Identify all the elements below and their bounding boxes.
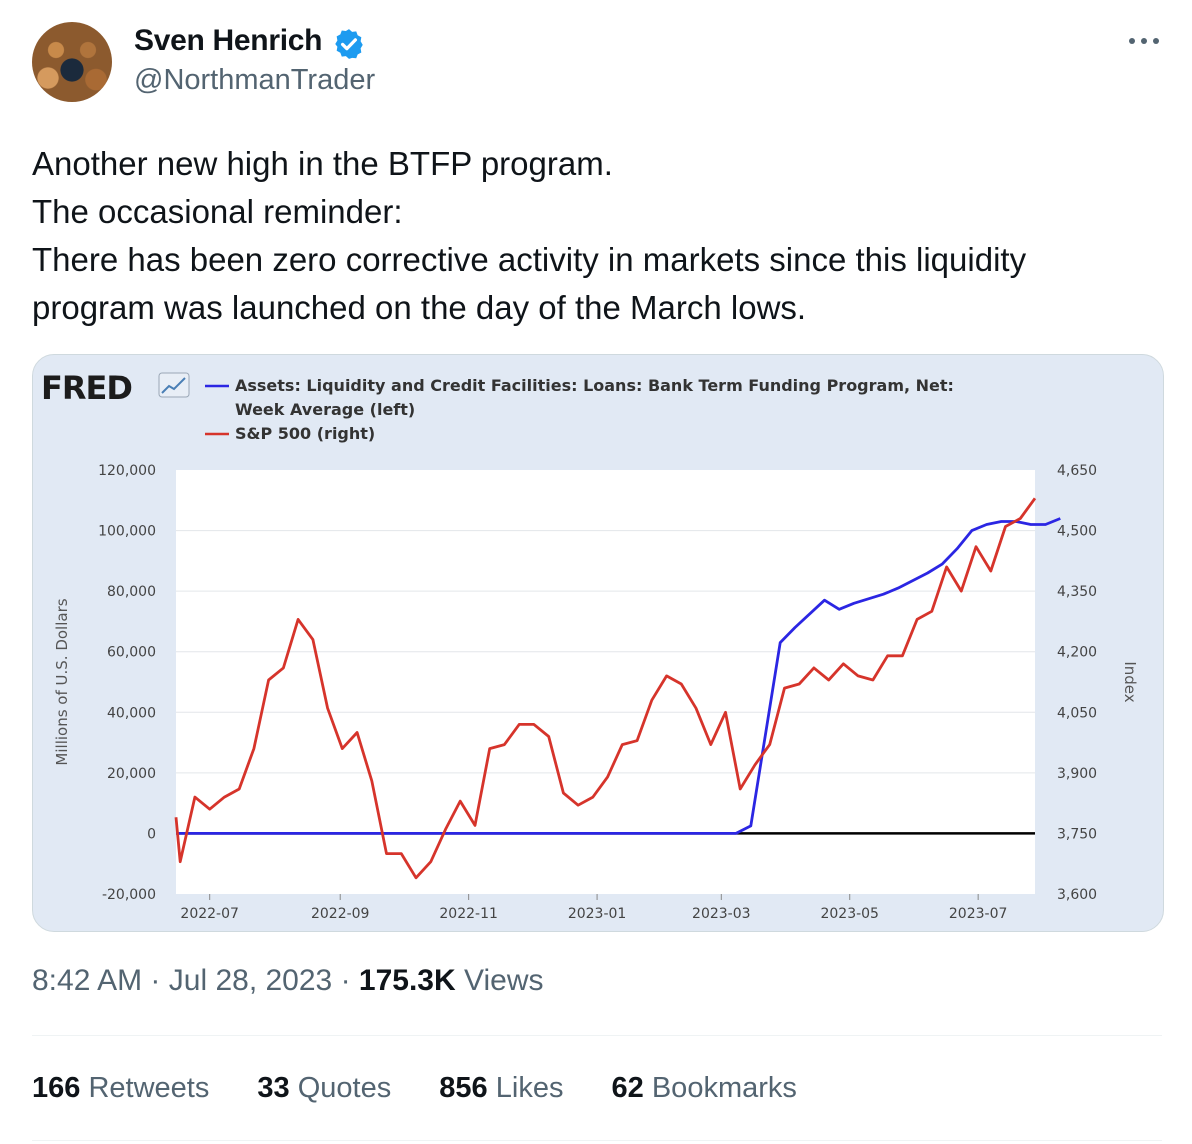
y-left-tick-label: 60,000 bbox=[107, 645, 156, 661]
quotes-count: 33 bbox=[257, 1072, 290, 1104]
legend-label: S&P 500 (right) bbox=[235, 424, 375, 443]
x-tick-label: 2023-01 bbox=[568, 906, 627, 922]
y-left-tick-label: 20,000 bbox=[107, 766, 156, 782]
tweet-date[interactable]: Jul 28, 2023 bbox=[168, 964, 333, 997]
tweet-text-line: Another new high in the BTFP program. bbox=[32, 145, 613, 182]
x-tick-label: 2023-05 bbox=[820, 906, 879, 922]
verified-badge-icon bbox=[335, 29, 363, 59]
tweet-time[interactable]: 8:42 AM bbox=[32, 964, 143, 997]
views-label: Views bbox=[464, 964, 544, 997]
y-left-axis-title: Millions of U.S. Dollars bbox=[53, 598, 71, 765]
quotes-stat[interactable]: 33 Quotes bbox=[257, 1072, 391, 1105]
fred-logo-icon bbox=[161, 377, 186, 394]
x-tick-label: 2022-11 bbox=[439, 906, 498, 922]
y-left-tick-label: -20,000 bbox=[102, 887, 156, 903]
tweet-text-line: The occasional reminder: bbox=[32, 193, 403, 230]
y-left-tick-label: 120,000 bbox=[98, 463, 156, 479]
y-right-tick-label: 3,900 bbox=[1057, 766, 1097, 782]
tweet-meta: 8:42 AM · Jul 28, 2023 · 175.3K Views bbox=[32, 964, 544, 998]
more-options-icon[interactable] bbox=[1124, 30, 1164, 52]
y-right-tick-label: 4,200 bbox=[1057, 645, 1097, 661]
avatar[interactable] bbox=[32, 22, 112, 102]
retweets-label: Retweets bbox=[88, 1072, 210, 1104]
bookmarks-stat[interactable]: 62 Bookmarks bbox=[612, 1072, 797, 1105]
retweets-stat[interactable]: 166 Retweets bbox=[32, 1072, 209, 1105]
series-line-1 bbox=[176, 517, 1061, 835]
x-tick-label: 2023-03 bbox=[692, 906, 751, 922]
x-tick-label: 2023-07 bbox=[949, 906, 1008, 922]
author-name[interactable]: Sven Henrich bbox=[134, 24, 323, 57]
chart-image[interactable]: 120,000 100,000 80,000 60,000 40,000 20,000 0 -… bbox=[32, 354, 1164, 932]
likes-stat[interactable]: 856 Likes bbox=[439, 1072, 563, 1105]
fred-logo-icon bbox=[158, 372, 190, 398]
legend-label: Assets: Liquidity and Credit Facilities:… bbox=[235, 376, 954, 395]
likes-count: 856 bbox=[439, 1072, 488, 1104]
y-right-tick-label: 3,600 bbox=[1057, 887, 1097, 903]
divider bbox=[32, 1035, 1162, 1036]
likes-label: Likes bbox=[495, 1072, 564, 1104]
y-left-tick-label: 0 bbox=[147, 826, 156, 842]
retweets-count: 166 bbox=[32, 1072, 81, 1104]
y-left-tick-label: 80,000 bbox=[107, 584, 156, 600]
divider bbox=[32, 1140, 1162, 1141]
legend-label: Week Average (left) bbox=[235, 400, 415, 419]
y-right-tick-label: 3,750 bbox=[1057, 826, 1097, 842]
y-left-tick-label: 100,000 bbox=[98, 524, 156, 540]
tweet-text-line: program was launched on the day of the M… bbox=[32, 289, 807, 326]
engagement-stats: 166 Retweets 33 Quotes 856 Likes 62 Book… bbox=[32, 1072, 837, 1105]
tweet-text-line: There has been zero corrective activity … bbox=[32, 241, 1027, 278]
tweet-text: Another new high in the BTFP program. Th… bbox=[32, 140, 1152, 332]
y-right-axis-title: Index bbox=[1121, 661, 1139, 702]
x-tick-label: 2022-09 bbox=[311, 906, 370, 922]
quotes-label: Quotes bbox=[297, 1072, 392, 1104]
bookmarks-count: 62 bbox=[611, 1072, 644, 1104]
author-handle[interactable]: @NorthmanTrader bbox=[134, 64, 376, 96]
series-line-2 bbox=[174, 497, 1037, 880]
y-right-tick-label: 4,650 bbox=[1057, 463, 1097, 479]
fred-chart: 120,000 100,000 80,000 60,000 40,000 20,000 0 -… bbox=[41, 369, 1139, 922]
plot-area bbox=[176, 470, 1035, 894]
separator: · bbox=[340, 964, 351, 997]
y-right-tick-label: 4,500 bbox=[1057, 524, 1097, 540]
y-right-tick-label: 4,350 bbox=[1057, 584, 1097, 600]
separator: · bbox=[150, 964, 161, 997]
y-left-tick-label: 40,000 bbox=[107, 705, 156, 721]
y-right-tick-label: 4,050 bbox=[1057, 705, 1097, 721]
views-count: 175.3K bbox=[358, 964, 456, 997]
bookmarks-label: Bookmarks bbox=[651, 1072, 797, 1104]
fred-logo: FRED bbox=[41, 369, 132, 407]
x-tick-label: 2022-07 bbox=[180, 906, 239, 922]
